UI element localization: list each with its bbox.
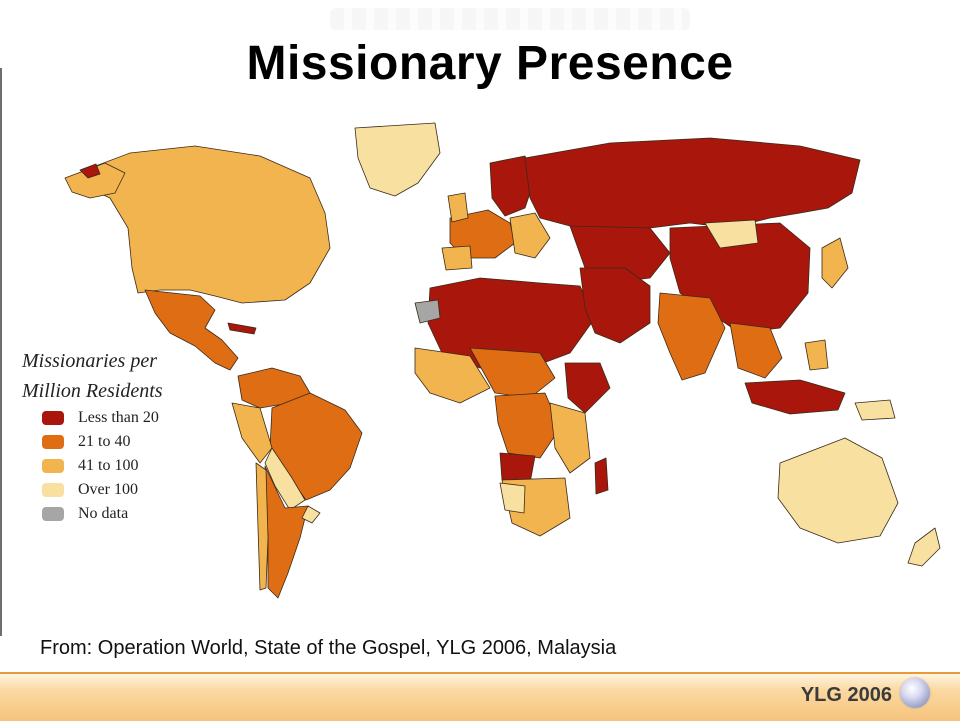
region-papua — [854, 399, 896, 421]
map-legend: Missionaries per Million Residents Less … — [22, 346, 212, 526]
legend-label: Over 100 — [78, 481, 138, 498]
region-uk — [447, 192, 469, 223]
region-east-africa — [549, 402, 591, 474]
legend-swatch — [42, 435, 64, 449]
region-alaska — [64, 162, 126, 199]
legend-label: No data — [78, 505, 129, 522]
page-title: Missionary Presence — [246, 37, 734, 90]
legend-swatch — [42, 507, 64, 521]
region-australia — [777, 437, 899, 544]
region-mexico — [144, 289, 239, 371]
region-se-asia — [729, 322, 783, 379]
region-madagascar — [594, 457, 609, 495]
region-greenland — [354, 122, 441, 197]
region-western-sahara — [414, 299, 441, 324]
legend-item: Over 100 — [22, 478, 212, 502]
legend-swatch — [42, 459, 64, 473]
legend-swatch — [42, 483, 64, 497]
region-russia — [524, 137, 861, 231]
region-namibia — [499, 482, 526, 514]
legend-label: 21 to 40 — [78, 433, 131, 450]
legend-label: 41 to 100 — [78, 457, 139, 474]
region-angola — [499, 452, 536, 484]
region-uruguay — [301, 505, 321, 524]
region-new-zealand — [907, 527, 941, 567]
region-caribbean — [227, 322, 257, 335]
region-mongolia — [704, 219, 759, 249]
region-nw-island — [79, 163, 101, 179]
globe-icon — [900, 678, 930, 708]
legend-swatch — [42, 411, 64, 425]
region-argentina — [264, 465, 309, 599]
footer-logo-text: YLG 2006 — [800, 684, 892, 706]
region-middle-east — [579, 267, 651, 344]
region-japan-korea — [821, 237, 849, 289]
region-scandinavia — [489, 155, 536, 217]
world-map — [10, 118, 950, 628]
region-north-africa — [427, 277, 596, 369]
background-watermark — [330, 8, 690, 30]
footer-bar — [0, 672, 960, 721]
footer-divider — [0, 672, 960, 674]
legend-item: 41 to 100 — [22, 454, 212, 478]
legend-title-line1: Missionaries per — [22, 350, 157, 372]
left-rule-divider — [0, 68, 2, 636]
legend-item: Less than 20 — [22, 406, 212, 430]
source-caption: From: Operation World, State of the Gosp… — [40, 637, 617, 659]
region-west-africa — [414, 347, 491, 404]
legend-label: Less than 20 — [78, 409, 159, 426]
region-sahel — [469, 347, 556, 399]
region-iberia — [441, 245, 473, 271]
region-peru — [231, 402, 273, 464]
legend-item: No data — [22, 502, 212, 526]
region-chile — [255, 462, 269, 591]
region-philippines — [804, 339, 829, 371]
region-eastern-europe — [509, 212, 551, 259]
region-horn-africa — [564, 362, 611, 414]
region-india — [657, 292, 726, 381]
region-north-america — [84, 145, 331, 304]
region-central-africa — [494, 392, 561, 459]
region-indonesia — [744, 379, 846, 415]
legend-item: 21 to 40 — [22, 430, 212, 454]
legend-title-line2: Million Residents — [22, 380, 163, 402]
